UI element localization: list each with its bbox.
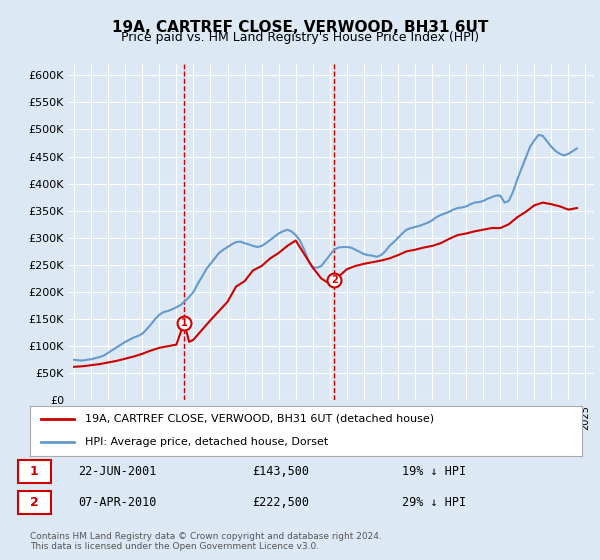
Text: Price paid vs. HM Land Registry's House Price Index (HPI): Price paid vs. HM Land Registry's House … <box>121 31 479 44</box>
Text: 1: 1 <box>181 318 187 328</box>
Text: £222,500: £222,500 <box>252 496 309 509</box>
Text: 07-APR-2010: 07-APR-2010 <box>78 496 157 509</box>
Text: 29% ↓ HPI: 29% ↓ HPI <box>402 496 466 509</box>
Text: 1: 1 <box>30 465 38 478</box>
Text: 19% ↓ HPI: 19% ↓ HPI <box>402 465 466 478</box>
Text: 22-JUN-2001: 22-JUN-2001 <box>78 465 157 478</box>
Text: Contains HM Land Registry data © Crown copyright and database right 2024.
This d: Contains HM Land Registry data © Crown c… <box>30 532 382 552</box>
Text: 19A, CARTREF CLOSE, VERWOOD, BH31 6UT: 19A, CARTREF CLOSE, VERWOOD, BH31 6UT <box>112 20 488 35</box>
Text: 2: 2 <box>331 275 338 285</box>
Text: 19A, CARTREF CLOSE, VERWOOD, BH31 6UT (detached house): 19A, CARTREF CLOSE, VERWOOD, BH31 6UT (d… <box>85 414 434 423</box>
FancyBboxPatch shape <box>18 460 51 483</box>
FancyBboxPatch shape <box>18 491 51 514</box>
Text: £143,500: £143,500 <box>252 465 309 478</box>
Text: 2: 2 <box>30 496 38 509</box>
Text: HPI: Average price, detached house, Dorset: HPI: Average price, detached house, Dors… <box>85 437 328 447</box>
